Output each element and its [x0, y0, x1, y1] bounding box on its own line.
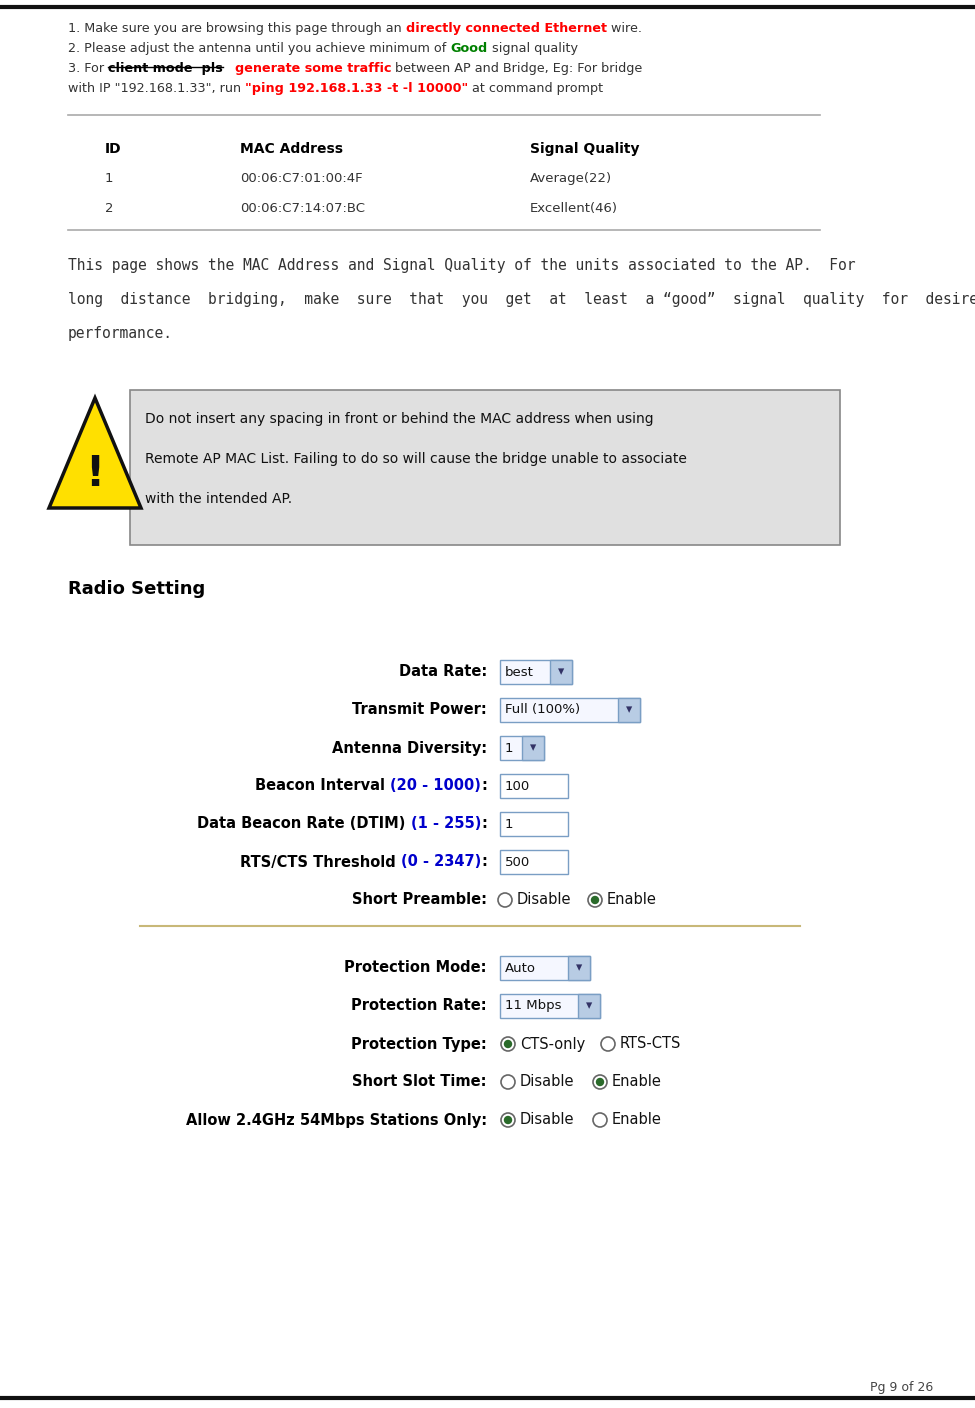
Text: Good: Good — [450, 42, 488, 55]
Text: 3. For: 3. For — [68, 62, 108, 75]
Text: client mode  pls: client mode pls — [108, 62, 223, 75]
Circle shape — [592, 897, 599, 904]
Text: ▾: ▾ — [576, 962, 582, 974]
Text: Protection Type:: Protection Type: — [351, 1036, 487, 1052]
FancyBboxPatch shape — [500, 698, 640, 722]
Text: directly connected Ethernet: directly connected Ethernet — [406, 23, 606, 35]
Text: Protection Rate:: Protection Rate: — [351, 998, 487, 1014]
Text: Full (100%): Full (100%) — [505, 704, 580, 717]
Text: Protection Mode:: Protection Mode: — [344, 960, 487, 976]
Text: Excellent(46): Excellent(46) — [530, 201, 618, 215]
Text: (1 - 255): (1 - 255) — [410, 817, 481, 832]
Text: 2. Please adjust the antenna until you achieve minimum of: 2. Please adjust the antenna until you a… — [68, 42, 450, 55]
FancyBboxPatch shape — [522, 736, 544, 760]
Text: ▾: ▾ — [529, 742, 536, 755]
Text: Do not insert any spacing in front or behind the MAC address when using: Do not insert any spacing in front or be… — [145, 413, 653, 427]
FancyBboxPatch shape — [130, 390, 840, 545]
Text: Disable: Disable — [520, 1112, 574, 1128]
Text: Data Beacon Rate (DTIM): Data Beacon Rate (DTIM) — [197, 817, 410, 832]
Text: 11 Mbps: 11 Mbps — [505, 1000, 562, 1012]
Text: Radio Setting: Radio Setting — [68, 580, 206, 598]
Circle shape — [504, 1117, 512, 1124]
Text: ▾: ▾ — [558, 666, 565, 679]
Text: Allow 2.4GHz 54Mbps Stations Only:: Allow 2.4GHz 54Mbps Stations Only: — [186, 1112, 487, 1128]
Text: best: best — [505, 666, 534, 679]
Text: Beacon Interval: Beacon Interval — [255, 779, 390, 794]
Polygon shape — [49, 398, 141, 508]
Text: 1: 1 — [505, 742, 514, 755]
FancyBboxPatch shape — [500, 850, 568, 874]
FancyBboxPatch shape — [500, 994, 600, 1018]
Text: Transmit Power:: Transmit Power: — [352, 703, 487, 718]
Text: RTS-CTS: RTS-CTS — [620, 1036, 682, 1052]
Text: with IP "192.168.1.33", run: with IP "192.168.1.33", run — [68, 82, 245, 94]
Text: ▾: ▾ — [586, 1000, 592, 1012]
Text: 1: 1 — [505, 818, 514, 831]
Text: 1: 1 — [105, 172, 113, 184]
FancyBboxPatch shape — [500, 774, 568, 798]
Text: Remote AP MAC List. Failing to do so will cause the bridge unable to associate: Remote AP MAC List. Failing to do so wil… — [145, 452, 686, 466]
FancyBboxPatch shape — [500, 660, 572, 684]
Text: Enable: Enable — [612, 1074, 662, 1090]
FancyBboxPatch shape — [618, 698, 640, 722]
Text: at command prompt: at command prompt — [468, 82, 604, 94]
Text: with the intended AP.: with the intended AP. — [145, 491, 292, 505]
Text: (0 - 2347): (0 - 2347) — [401, 855, 481, 870]
Text: Short Preamble:: Short Preamble: — [352, 893, 487, 908]
Text: CTS-only: CTS-only — [520, 1036, 585, 1052]
Text: :: : — [481, 817, 487, 832]
Text: Disable: Disable — [517, 893, 571, 908]
Text: performance.: performance. — [68, 327, 173, 341]
Text: 2: 2 — [105, 201, 113, 215]
Text: :: : — [481, 855, 487, 870]
Text: signal quality: signal quality — [488, 42, 577, 55]
Text: Pg 9 of 26: Pg 9 of 26 — [870, 1381, 933, 1394]
Circle shape — [597, 1079, 604, 1086]
Text: 00:06:C7:01:00:4F: 00:06:C7:01:00:4F — [240, 172, 363, 184]
Text: between AP and Bridge, Eg: For bridge: between AP and Bridge, Eg: For bridge — [391, 62, 643, 75]
FancyBboxPatch shape — [578, 994, 600, 1018]
Text: (20 - 1000): (20 - 1000) — [390, 779, 481, 794]
Text: Enable: Enable — [607, 893, 657, 908]
Text: Enable: Enable — [612, 1112, 662, 1128]
Text: Auto: Auto — [505, 962, 536, 974]
Text: 1. Make sure you are browsing this page through an: 1. Make sure you are browsing this page … — [68, 23, 406, 35]
Text: Signal Quality: Signal Quality — [530, 142, 640, 156]
Text: wire.: wire. — [606, 23, 642, 35]
Text: ▾: ▾ — [626, 704, 632, 717]
FancyBboxPatch shape — [500, 736, 544, 760]
Text: Antenna Diversity:: Antenna Diversity: — [332, 741, 487, 756]
Text: Short Slot Time:: Short Slot Time: — [353, 1074, 487, 1090]
FancyBboxPatch shape — [500, 812, 568, 836]
Text: !: ! — [86, 453, 104, 496]
Text: RTS/CTS Threshold: RTS/CTS Threshold — [240, 855, 401, 870]
Text: ID: ID — [105, 142, 122, 156]
Text: generate some traffic: generate some traffic — [235, 62, 391, 75]
Text: This page shows the MAC Address and Signal Quality of the units associated to th: This page shows the MAC Address and Sign… — [68, 258, 855, 273]
Text: Disable: Disable — [520, 1074, 574, 1090]
Text: 00:06:C7:14:07:BC: 00:06:C7:14:07:BC — [240, 201, 365, 215]
Text: Average(22): Average(22) — [530, 172, 612, 184]
Text: Data Rate:: Data Rate: — [399, 665, 487, 680]
Text: long  distance  bridging,  make  sure  that  you  get  at  least  a “good”  sign: long distance bridging, make sure that y… — [68, 291, 975, 307]
Text: 100: 100 — [505, 780, 530, 793]
Circle shape — [504, 1041, 512, 1048]
FancyBboxPatch shape — [568, 956, 590, 980]
Text: 500: 500 — [505, 856, 530, 869]
Text: MAC Address: MAC Address — [240, 142, 343, 156]
Text: "ping 192.168.1.33 -t -l 10000": "ping 192.168.1.33 -t -l 10000" — [245, 82, 468, 94]
Text: :: : — [481, 779, 487, 794]
FancyBboxPatch shape — [550, 660, 572, 684]
FancyBboxPatch shape — [500, 956, 590, 980]
